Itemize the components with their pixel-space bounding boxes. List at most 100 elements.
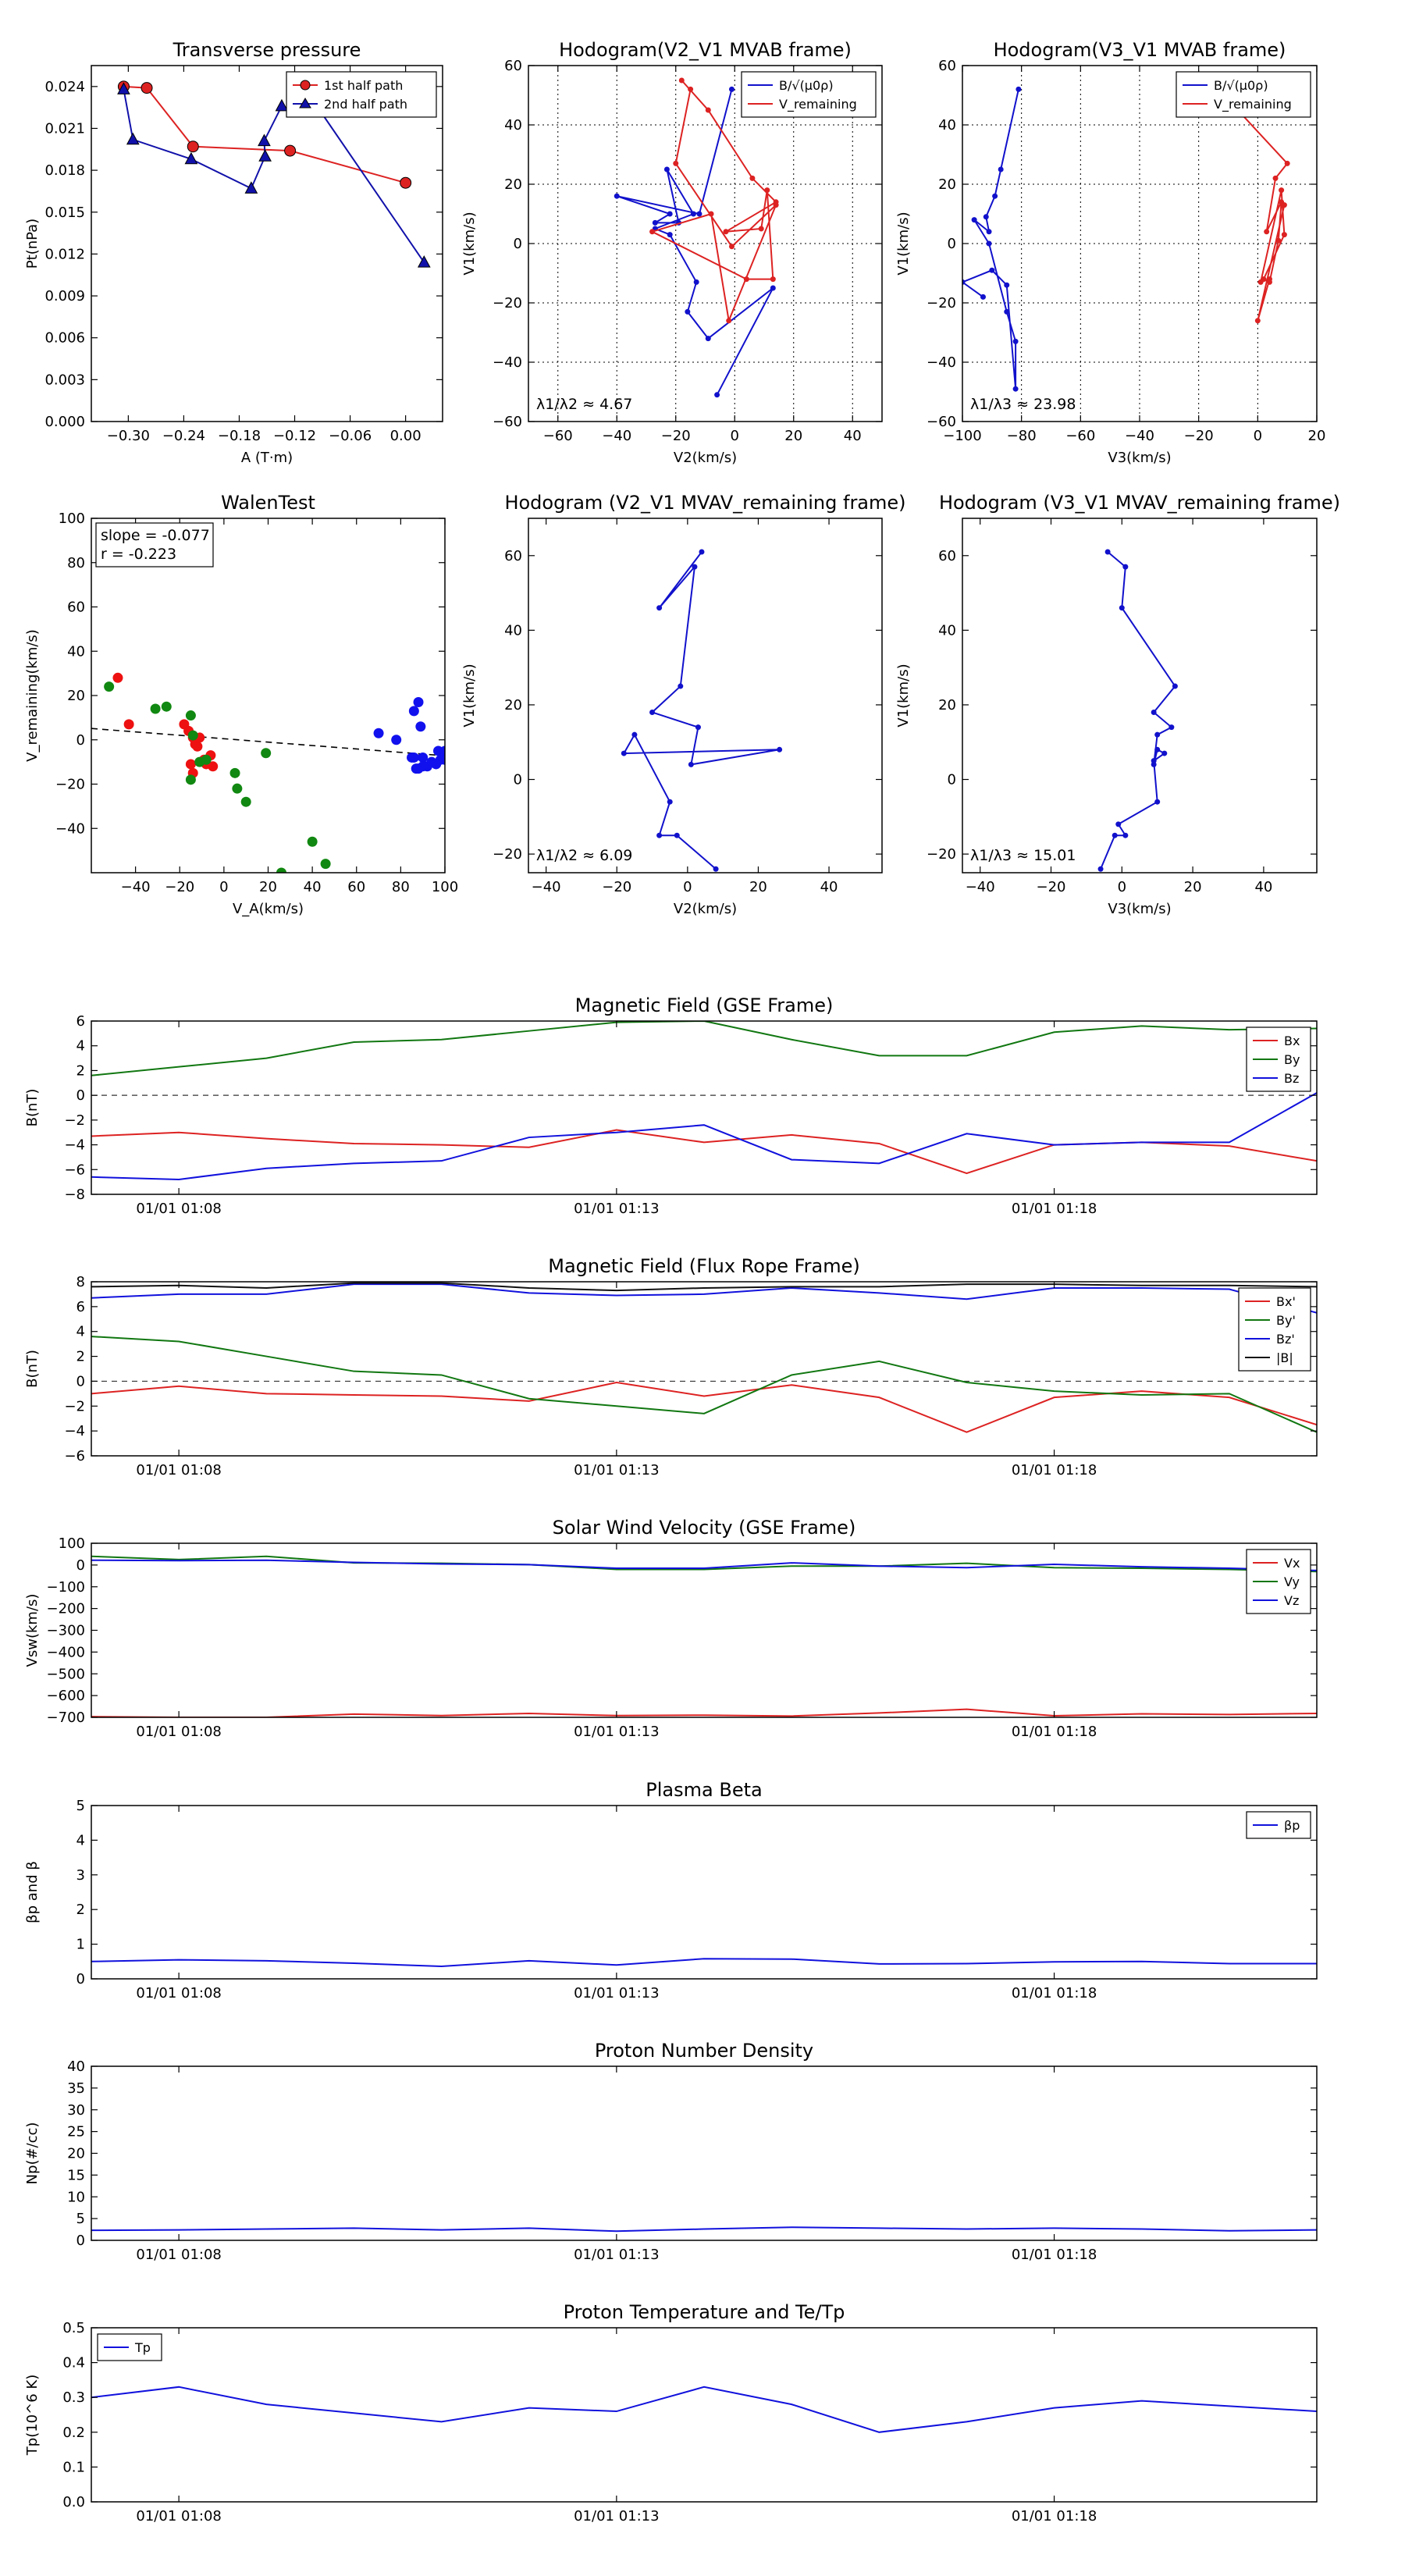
data-point <box>261 748 272 759</box>
data-point <box>431 759 442 770</box>
legend-box <box>741 71 877 118</box>
x-tick-label: −20 <box>1037 879 1066 895</box>
x-tick-label: 0 <box>219 879 228 895</box>
series-Bz' <box>91 1283 1317 1314</box>
series-Tp <box>91 2386 1317 2433</box>
data-point <box>201 754 212 765</box>
series-line <box>91 1382 1317 1433</box>
data-point <box>408 752 419 763</box>
data-point <box>140 82 153 94</box>
x-tick-label: 01/01 01:18 <box>1012 1985 1097 2001</box>
data-point <box>1004 308 1010 315</box>
data-point <box>1284 160 1290 166</box>
legend-label: By' <box>1276 1313 1296 1328</box>
x-tick-label: 01/01 01:13 <box>574 1985 659 2001</box>
legend-marker <box>300 80 311 91</box>
x-axis-label: V2(km/s) <box>674 450 737 466</box>
x-tick-label: 20 <box>749 879 767 895</box>
y-tick-label: 20 <box>938 697 956 713</box>
y-tick-label: −6 <box>64 1162 85 1178</box>
legend-label: Bx' <box>1276 1294 1296 1309</box>
x-tick-label: 01/01 01:18 <box>1012 2508 1097 2524</box>
y-axis-label: Tp(10^6 K) <box>24 2375 41 2456</box>
data-point <box>1119 605 1125 611</box>
series-line <box>616 89 774 396</box>
y-tick-label: −6 <box>64 1448 85 1464</box>
y-tick-label: 6 <box>76 1013 85 1030</box>
x-tick-label: 01/01 01:08 <box>136 1724 221 1740</box>
y-tick-label: 0.2 <box>62 2425 85 2441</box>
data-point <box>688 86 694 92</box>
series-line <box>91 2386 1317 2433</box>
data-point <box>1104 549 1111 555</box>
data-point <box>1012 386 1019 392</box>
legend: B/√(μ0ρ) V_remaining <box>1176 71 1311 118</box>
data-point <box>418 761 429 772</box>
data-point <box>777 746 783 753</box>
y-tick-label: 0.3 <box>62 2389 85 2406</box>
series-Bx' <box>91 1382 1317 1433</box>
hodogram-v3-v1-mvab-chart: Hodogram(V3_V1 MVAB frame) −100 −80 −60 −40 −… <box>895 39 1325 466</box>
x-tick-label: 20 <box>1184 879 1202 895</box>
data-point <box>373 728 384 738</box>
x-tick-label: −40 <box>1125 428 1154 444</box>
series-Bx <box>91 1129 1317 1175</box>
y-tick-label: 3 <box>76 1867 85 1884</box>
stats-text: r = -0.223 <box>101 546 176 563</box>
y-tick-label: 80 <box>67 555 85 571</box>
y-tick-label: 5 <box>76 1798 85 1814</box>
x-tick-label: 01/01 01:13 <box>574 1201 659 1217</box>
data-point <box>1172 683 1178 689</box>
y-axis-label: Np(#/cc) <box>24 2122 41 2185</box>
data-point <box>1112 832 1118 838</box>
x-tick-label: 01/01 01:18 <box>1012 1462 1097 1478</box>
data-point <box>656 605 663 611</box>
data-point <box>678 77 685 84</box>
data-point <box>185 759 196 770</box>
series-line <box>91 1092 1317 1180</box>
series-line <box>91 1708 1317 1717</box>
data-point <box>749 175 756 181</box>
data-point <box>688 761 694 767</box>
series-1st half path <box>117 80 412 189</box>
series-V_remaining <box>649 77 779 324</box>
legend-marker <box>299 98 311 109</box>
data-point <box>320 859 331 870</box>
x-tick-label: −40 <box>121 879 151 895</box>
y-tick-label: 0 <box>514 236 522 252</box>
y-tick-label: 40 <box>504 622 522 639</box>
y-tick-label: 60 <box>938 548 956 564</box>
data-point <box>400 176 412 189</box>
y-tick-label: −40 <box>927 354 956 371</box>
x-tick-label: 01/01 01:18 <box>1012 2247 1097 2263</box>
data-point <box>728 86 735 92</box>
y-tick-label: 2 <box>76 1902 85 1918</box>
y-tick-label: −60 <box>927 414 956 430</box>
series-line <box>649 80 777 324</box>
data-point <box>649 229 656 235</box>
plot-frame <box>91 2065 1318 2241</box>
legend-box <box>286 71 437 118</box>
legend-label: Tp <box>134 2340 151 2355</box>
y-tick-label: 0 <box>76 732 85 749</box>
y-tick-label: 60 <box>504 58 522 74</box>
series-B/√(μ0ρ) <box>614 86 776 398</box>
chart-title: Magnetic Field (GSE Frame) <box>575 994 834 1016</box>
x-axis-label: V3(km/s) <box>1108 901 1171 917</box>
y-tick-label: 5 <box>76 2211 85 2227</box>
data-point <box>726 318 732 324</box>
data-point <box>439 745 445 756</box>
data-point <box>1151 758 1157 764</box>
data-point <box>989 267 995 273</box>
data-point <box>674 832 680 838</box>
series-green <box>104 681 331 873</box>
x-tick-label: 0 <box>1254 428 1262 444</box>
y-tick-label: −200 <box>47 1601 85 1617</box>
data-point <box>614 193 620 199</box>
x-tick-label: 0.00 <box>390 428 422 444</box>
x-tick-label: −40 <box>966 879 995 895</box>
legend-label: 2nd half path <box>324 97 407 112</box>
y-tick-label: −600 <box>47 1688 85 1704</box>
x-axis-label: V2(km/s) <box>674 901 737 917</box>
